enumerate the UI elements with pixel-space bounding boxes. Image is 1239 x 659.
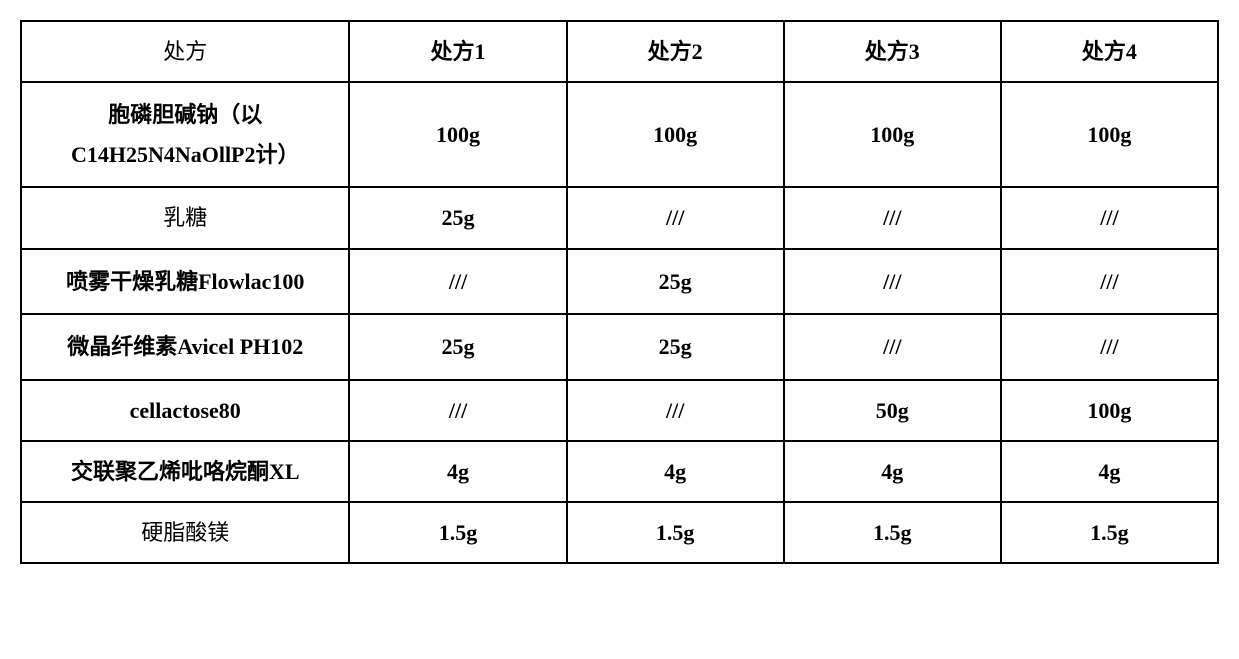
cell: 100g xyxy=(1001,82,1218,187)
cell: 4g xyxy=(349,441,566,502)
table-body: 胞磷胆碱钠（以C14H25N4NaOllP2计） 100g 100g 100g … xyxy=(21,82,1218,563)
cell: 1.5g xyxy=(349,502,566,563)
cell: /// xyxy=(567,187,784,248)
cell: /// xyxy=(1001,187,1218,248)
col-header-3: 处方3 xyxy=(784,21,1001,82)
cell: 50g xyxy=(784,380,1001,441)
cell: 25g xyxy=(567,249,784,315)
table-row: 交联聚乙烯吡咯烷酮XL 4g 4g 4g 4g xyxy=(21,441,1218,502)
row-label: 喷雾干燥乳糖Flowlac100 xyxy=(21,249,349,315)
cell: /// xyxy=(784,249,1001,315)
row-label: 交联聚乙烯吡咯烷酮XL xyxy=(21,441,349,502)
formulation-table-container: 处方 处方1 处方2 处方3 处方4 胞磷胆碱钠（以C14H25N4NaOllP… xyxy=(20,20,1219,564)
table-row: 喷雾干燥乳糖Flowlac100 /// 25g /// /// xyxy=(21,249,1218,315)
cell: 4g xyxy=(1001,441,1218,502)
col-header-4: 处方4 xyxy=(1001,21,1218,82)
cell: 4g xyxy=(784,441,1001,502)
cell: /// xyxy=(567,380,784,441)
table-row: 硬脂酸镁 1.5g 1.5g 1.5g 1.5g xyxy=(21,502,1218,563)
table-row: cellactose80 /// /// 50g 100g xyxy=(21,380,1218,441)
col-header-label: 处方 xyxy=(21,21,349,82)
cell: 25g xyxy=(567,314,784,380)
col-header-1: 处方1 xyxy=(349,21,566,82)
cell: 25g xyxy=(349,314,566,380)
row-label: 乳糖 xyxy=(21,187,349,248)
table-row: 胞磷胆碱钠（以C14H25N4NaOllP2计） 100g 100g 100g … xyxy=(21,82,1218,187)
row-label: cellactose80 xyxy=(21,380,349,441)
row-label: 硬脂酸镁 xyxy=(21,502,349,563)
table-row: 微晶纤维素Avicel PH102 25g 25g /// /// xyxy=(21,314,1218,380)
cell: 100g xyxy=(1001,380,1218,441)
cell: 100g xyxy=(349,82,566,187)
cell: /// xyxy=(784,314,1001,380)
cell: /// xyxy=(1001,314,1218,380)
col-header-2: 处方2 xyxy=(567,21,784,82)
cell: /// xyxy=(349,249,566,315)
cell: /// xyxy=(1001,249,1218,315)
cell: 100g xyxy=(567,82,784,187)
cell: 100g xyxy=(784,82,1001,187)
cell: /// xyxy=(349,380,566,441)
formulation-table: 处方 处方1 处方2 处方3 处方4 胞磷胆碱钠（以C14H25N4NaOllP… xyxy=(20,20,1219,564)
table-header-row: 处方 处方1 处方2 处方3 处方4 xyxy=(21,21,1218,82)
cell: 1.5g xyxy=(567,502,784,563)
row-label: 微晶纤维素Avicel PH102 xyxy=(21,314,349,380)
cell: 4g xyxy=(567,441,784,502)
row-label: 胞磷胆碱钠（以C14H25N4NaOllP2计） xyxy=(21,82,349,187)
cell: 1.5g xyxy=(1001,502,1218,563)
cell: /// xyxy=(784,187,1001,248)
table-row: 乳糖 25g /// /// /// xyxy=(21,187,1218,248)
cell: 1.5g xyxy=(784,502,1001,563)
cell: 25g xyxy=(349,187,566,248)
